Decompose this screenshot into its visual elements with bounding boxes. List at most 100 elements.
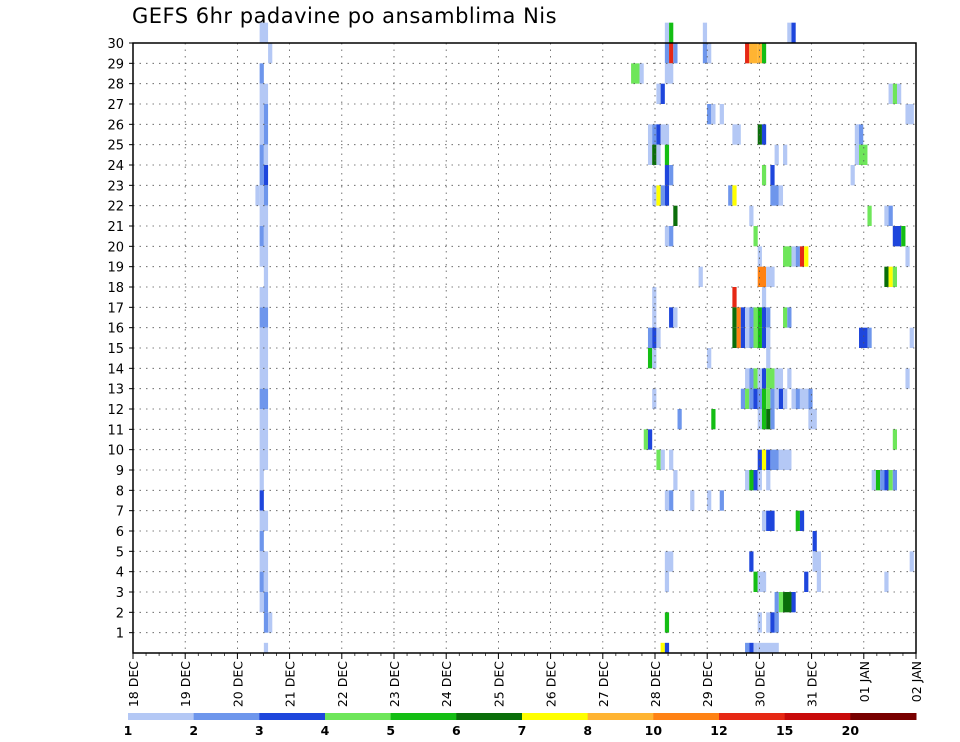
heatmap-cell	[652, 144, 657, 165]
heatmap-cell	[652, 348, 657, 369]
heatmap-cell	[766, 388, 771, 409]
y-tick-label: 10	[107, 444, 124, 459]
heatmap-cell	[749, 470, 754, 491]
colorbar-swatch	[587, 713, 654, 720]
heatmap-cell	[669, 43, 674, 64]
heatmap-cell	[664, 22, 670, 43]
colorbar-swatch	[653, 713, 720, 720]
heatmap-cell	[892, 83, 898, 104]
heatmap-cell	[761, 287, 767, 308]
heatmap-cell	[859, 144, 868, 165]
y-tick-label: 18	[107, 281, 124, 296]
y-tick-label: 7	[116, 505, 124, 520]
heatmap-cell	[757, 368, 762, 389]
heatmap-cell	[669, 449, 674, 470]
colorbar-label: 2	[189, 723, 198, 738]
colorbar-swatch	[719, 713, 786, 720]
heatmap-cell	[761, 43, 767, 64]
heatmap-cell	[745, 470, 750, 491]
x-tick-label: 01 JAN	[857, 661, 872, 702]
y-tick-label: 9	[116, 464, 124, 479]
heatmap-cell	[268, 612, 273, 633]
heatmap-cell	[749, 43, 754, 64]
colorbar-swatch	[456, 713, 523, 720]
heatmap-cell	[766, 368, 775, 389]
heatmap-cell	[778, 592, 784, 613]
heatmap-cell	[761, 327, 767, 348]
heatmap-cell	[660, 185, 665, 206]
y-tick-label: 14	[107, 362, 124, 377]
colorbar-swatch	[193, 713, 260, 720]
heatmap-cell	[711, 409, 716, 430]
heatmap-cell	[263, 185, 269, 206]
y-tick-label: 8	[116, 484, 124, 499]
heatmap-cell	[259, 205, 269, 226]
heatmap-cell	[677, 409, 682, 430]
heatmap-cell	[639, 63, 644, 84]
heatmap-cell	[804, 246, 809, 267]
heatmap-cell	[259, 185, 264, 206]
heatmap-cell	[664, 43, 670, 64]
heatmap-cell	[745, 43, 750, 64]
heatmap-cell	[656, 83, 661, 104]
heatmap-cell	[263, 612, 269, 633]
x-tick-label: 24 DEC	[439, 661, 454, 707]
heatmap-cell	[673, 307, 678, 328]
heatmap-cell	[263, 104, 269, 125]
heatmap-cell	[892, 266, 898, 287]
heatmap-cell	[732, 307, 737, 328]
heatmap-cell	[905, 368, 910, 389]
heatmap-cell	[647, 144, 653, 165]
heatmap-cell	[770, 409, 775, 430]
colorbar-swatch	[325, 713, 392, 720]
heatmap-cell	[880, 470, 885, 491]
colorbar-legend: 1 2 3 4 5 6 7 8 10 12 15 20	[124, 713, 917, 738]
heatmap-cell	[892, 429, 898, 450]
heatmap-cell	[791, 388, 796, 409]
heatmap-cell	[787, 368, 792, 389]
heatmap-cell	[669, 490, 674, 511]
heatmap-cell	[766, 348, 771, 369]
heatmap-cell	[673, 470, 678, 491]
heatmap-cell	[749, 551, 754, 572]
colorbar-label: 10	[645, 723, 663, 738]
heatmap-cell	[664, 63, 674, 84]
heatmap-cell	[804, 571, 809, 592]
heatmap-cell	[766, 470, 771, 491]
heatmap-cell	[711, 104, 716, 125]
heatmap-cell	[766, 449, 771, 470]
heatmap-cell	[753, 307, 758, 328]
heatmap-cell	[757, 246, 762, 267]
heatmap-cell	[770, 388, 775, 409]
heatmap-cell	[892, 226, 902, 247]
heatmap-cell	[259, 104, 264, 125]
heatmap-cell	[757, 43, 762, 64]
heatmap-cell	[707, 104, 712, 125]
heatmap-cell	[660, 449, 665, 470]
heatmap-cell	[263, 226, 269, 247]
heatmap-cell	[268, 43, 273, 64]
heatmap-cell	[749, 388, 754, 409]
colorbar-label: 20	[842, 723, 860, 738]
y-tick-label: 3	[116, 586, 124, 601]
heatmap-cell	[774, 388, 779, 409]
heatmap-cell	[259, 124, 264, 145]
heatmap-cell	[259, 531, 264, 552]
heatmap-cell	[707, 348, 712, 369]
heatmap-cell	[255, 185, 260, 206]
heatmap-cell	[799, 246, 805, 267]
heatmap-cell	[259, 409, 269, 430]
heatmap-cell	[259, 246, 269, 267]
heatmap-cell	[732, 124, 741, 145]
heatmap-cell	[259, 144, 264, 165]
y-tick-label: 16	[107, 322, 124, 337]
colorbar-label: 3	[255, 723, 264, 738]
heatmap-cell	[749, 642, 754, 653]
heatmap-cell	[761, 388, 767, 409]
colorbar-label: 15	[776, 723, 793, 738]
heatmap-cell	[673, 43, 678, 64]
heatmap-cell	[259, 348, 269, 369]
heatmap-cell	[263, 124, 269, 145]
heatmap-cell	[778, 449, 792, 470]
heatmap-cell	[647, 124, 653, 145]
